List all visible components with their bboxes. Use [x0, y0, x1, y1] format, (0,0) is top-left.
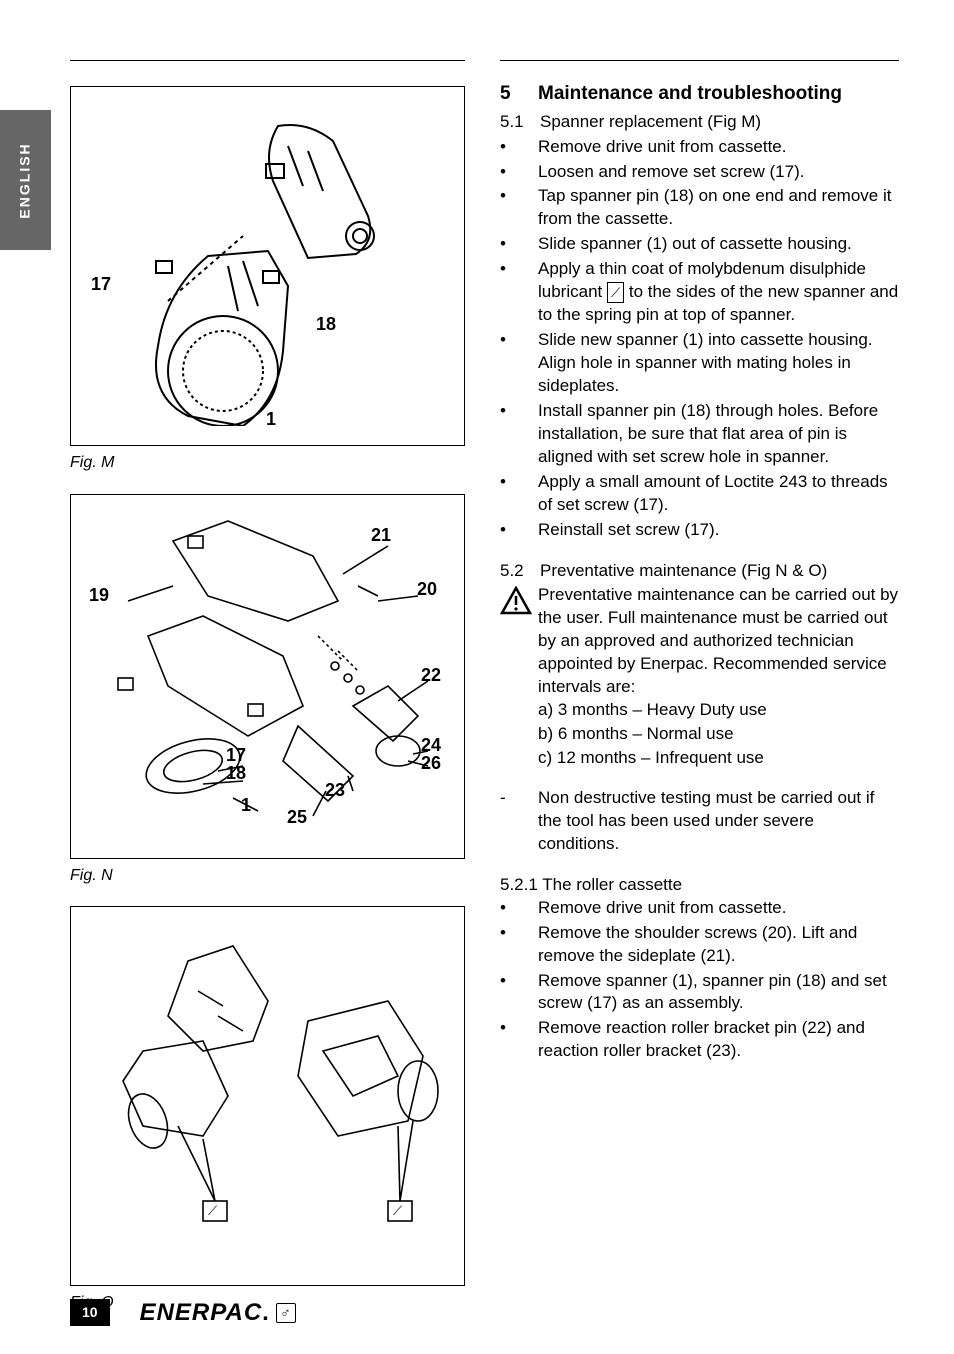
section-5-num: 5 [500, 81, 516, 107]
figure-o-svg: ⟋ ⟋ [88, 921, 448, 1271]
fig-n-callout-26: 26 [421, 751, 441, 775]
section-5-1-list: •Remove drive unit from cassette. •Loose… [500, 136, 899, 542]
s51-item-9: Reinstall set screw (17). [538, 519, 899, 542]
s51-item-1: Loosen and remove set screw (17). [538, 161, 899, 184]
footer: 10 ENERPAC. ♂ [70, 1297, 899, 1329]
interval-c: c) 12 months – Infrequent use [538, 747, 899, 770]
s51-item-7: Install spanner pin (18) through holes. … [538, 400, 899, 469]
section-5-2-num: 5.2 [500, 560, 530, 583]
fig-n-callout-19: 19 [89, 583, 109, 607]
fig-n-callout-21: 21 [371, 523, 391, 547]
figure-n: 19 21 20 22 17 18 1 23 25 24 26 [70, 494, 465, 859]
s51-item-6: Slide new spanner (1) into cassette hous… [538, 329, 899, 398]
figure-n-svg [88, 506, 448, 846]
warning-text: Preventative maintenance can be carried … [538, 584, 899, 699]
s51-item-0: Remove drive unit from cassette. [538, 136, 899, 159]
ndt-note: - Non destructive testing must be carrie… [500, 787, 899, 856]
s51-item-8: Apply a small amount of Loctite 243 to t… [538, 471, 899, 517]
section-5-title: Maintenance and troubleshooting [538, 81, 842, 107]
s521-item-1: Remove the shoulder screws (20). Lift an… [538, 922, 899, 968]
language-label: ENGLISH [16, 142, 35, 218]
fig-n-callout-1: 1 [241, 793, 251, 817]
s521-item-2: Remove spanner (1), spanner pin (18) and… [538, 970, 899, 1016]
fig-n-callout-20: 20 [417, 577, 437, 601]
service-intervals: a) 3 months – Heavy Duty use b) 6 months… [500, 699, 899, 770]
ndt-text: Non destructive testing must be carried … [538, 787, 899, 856]
section-5-2-title: Preventative maintenance (Fig N & O) [540, 560, 827, 583]
section-5-1-heading: 5.1 Spanner replacement (Fig M) [500, 111, 899, 134]
brand-symbol: ♂ [276, 1303, 296, 1323]
rule-right [500, 60, 899, 61]
warning-icon [500, 586, 532, 616]
section-5-2-1-list: •Remove drive unit from cassette. •Remov… [500, 897, 899, 1064]
figure-o: ⟋ ⟋ [70, 906, 465, 1286]
interval-b: b) 6 months – Normal use [538, 723, 899, 746]
fig-m-caption: Fig. M [70, 452, 465, 474]
interval-a: a) 3 months – Heavy Duty use [538, 699, 899, 722]
figure-m-svg [108, 106, 428, 426]
warning-block: Preventative maintenance can be carried … [500, 584, 899, 699]
section-5-2-1-title: 5.2.1 The roller cassette [500, 874, 899, 897]
s51-item-2: Tap spanner pin (18) on one end and remo… [538, 185, 899, 231]
section-5-2-heading: 5.2 Preventative maintenance (Fig N & O) [500, 560, 899, 583]
fig-n-callout-18: 18 [226, 761, 246, 785]
section-5-heading: 5 Maintenance and troubleshooting [500, 81, 899, 107]
page-number: 10 [70, 1299, 110, 1326]
figure-m: 17 18 1 [70, 86, 465, 446]
section-5-1-num: 5.1 [500, 111, 530, 134]
s51-item-4: Apply a thin coat of molybdenum disulphi… [538, 258, 899, 327]
s51-item-3: Slide spanner (1) out of cassette housin… [538, 233, 899, 256]
fig-n-callout-22: 22 [421, 663, 441, 687]
fig-n-callout-25: 25 [287, 805, 307, 829]
s521-item-0: Remove drive unit from cassette. [538, 897, 899, 920]
fig-m-callout-1: 1 [266, 407, 276, 431]
lube-icon: ⟋ [607, 282, 624, 304]
svg-text:⟋: ⟋ [393, 1203, 403, 1218]
svg-text:⟋: ⟋ [208, 1203, 218, 1218]
fig-m-callout-18: 18 [316, 312, 336, 336]
section-5-1-title: Spanner replacement (Fig M) [540, 111, 761, 134]
fig-m-callout-17: 17 [91, 272, 111, 296]
rule-left [70, 60, 465, 61]
brand-logo: ENERPAC. ♂ [140, 1297, 296, 1329]
fig-n-caption: Fig. N [70, 865, 465, 887]
s521-item-3: Remove reaction roller bracket pin (22) … [538, 1017, 899, 1063]
language-tab: ENGLISH [0, 110, 51, 250]
fig-n-callout-23: 23 [325, 778, 345, 802]
